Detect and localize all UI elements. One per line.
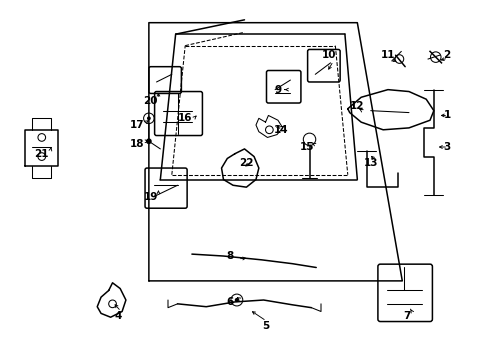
Text: 8: 8	[226, 251, 233, 261]
Text: 6: 6	[226, 297, 233, 307]
Text: 16: 16	[178, 113, 192, 123]
Text: 13: 13	[363, 158, 377, 168]
Circle shape	[147, 116, 150, 120]
Text: 22: 22	[239, 158, 253, 168]
Text: 14: 14	[273, 125, 287, 135]
Text: 19: 19	[143, 192, 158, 202]
Text: 9: 9	[274, 85, 281, 95]
Text: 5: 5	[262, 321, 268, 331]
Text: 18: 18	[130, 139, 144, 149]
Text: 7: 7	[403, 311, 410, 321]
Circle shape	[234, 298, 239, 302]
Text: 15: 15	[299, 142, 313, 152]
Text: 2: 2	[443, 50, 450, 60]
Text: 17: 17	[130, 120, 144, 130]
Circle shape	[146, 138, 151, 144]
Text: 4: 4	[114, 311, 122, 321]
Text: 1: 1	[443, 111, 450, 121]
Text: 10: 10	[321, 50, 335, 60]
Text: 3: 3	[443, 142, 450, 152]
Text: 11: 11	[380, 50, 394, 60]
Text: 21: 21	[35, 149, 49, 159]
Text: 20: 20	[143, 96, 158, 106]
Text: 12: 12	[349, 101, 364, 111]
